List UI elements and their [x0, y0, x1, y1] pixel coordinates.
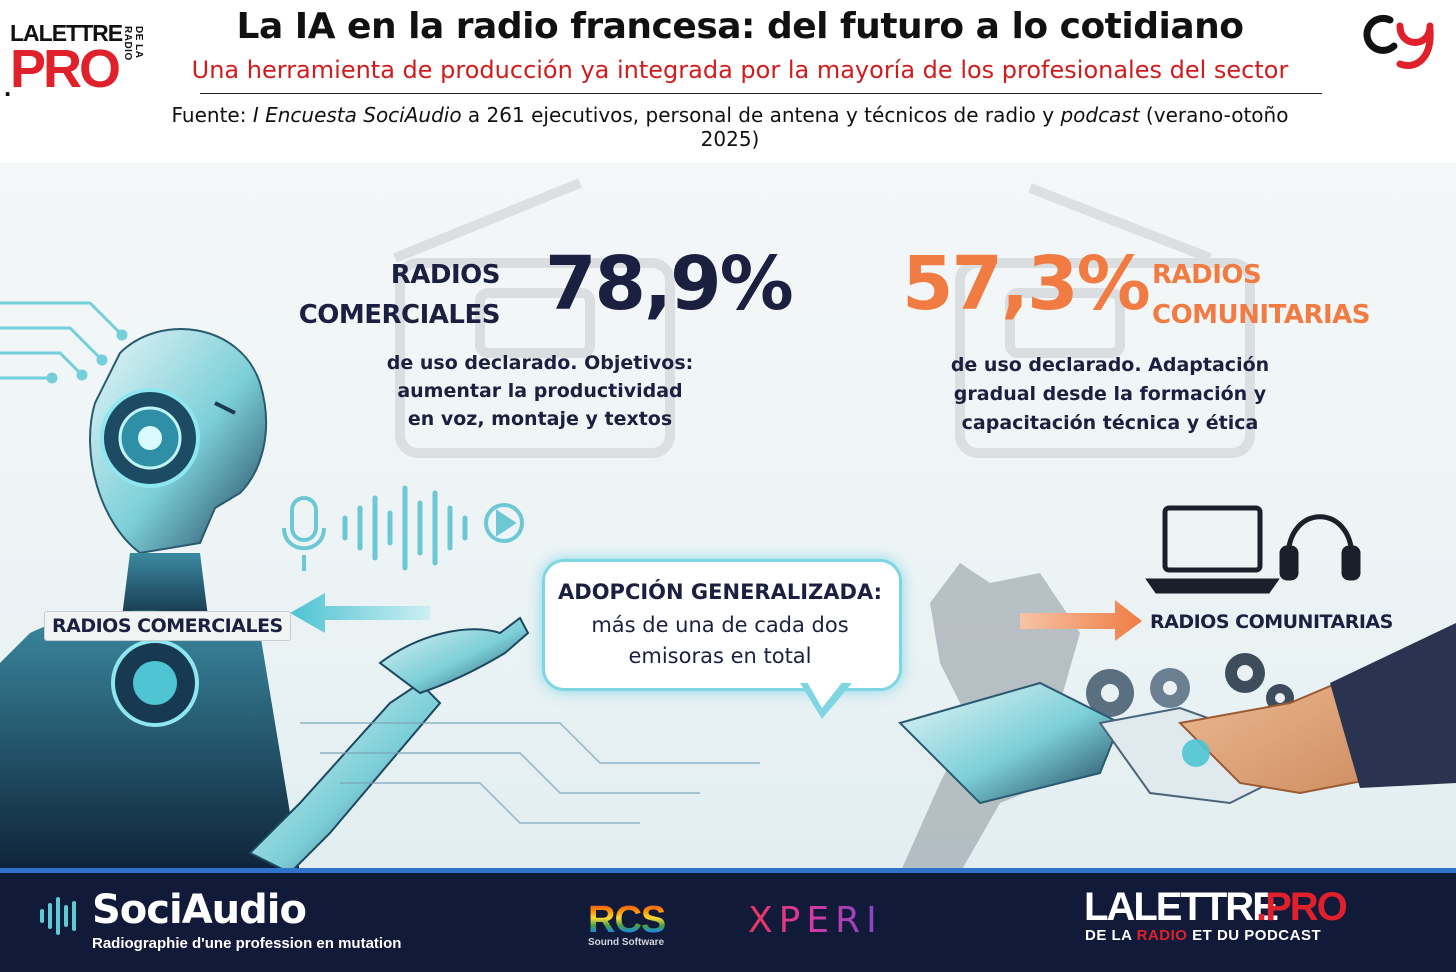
sociaudio-name: SociAudio — [92, 887, 307, 933]
logo-side-text: DE LA RADIO — [122, 26, 144, 61]
community-percentage: 57,3% — [902, 241, 1151, 327]
community-heading-line1: RADIOS — [1152, 260, 1262, 290]
source-prefix: Fuente: — [171, 103, 253, 127]
bubble-line1: más de una de cada dos — [591, 613, 849, 637]
handshake-illustration — [898, 623, 1456, 805]
bubble-tail-inner — [806, 680, 844, 708]
community-description: de uso declarado. Adaptación gradual des… — [945, 351, 1275, 438]
commercial-desc-line3: en voz, montaje y textos — [407, 408, 673, 430]
adoption-bubble — [542, 559, 902, 691]
page-subtitle: Una herramienta de producción ya integra… — [191, 56, 1289, 84]
source-suffix: (verano-otoño 2025) — [700, 103, 1289, 151]
circuit-lines — [0, 301, 128, 384]
source-podcast: podcast — [1060, 103, 1140, 127]
illustration-panel: RADIOS COMERCIALES 78,9% de uso declarad… — [0, 163, 1456, 873]
panel-artwork — [0, 178, 1456, 873]
commercial-percentage: 78,9% — [545, 241, 794, 327]
sociaudio-wave-icon — [40, 897, 76, 935]
lalettre-pro-logo: LALETTRE PRO . DE LA RADIO — [4, 12, 144, 102]
logo-line1: LALETTRE — [10, 20, 123, 46]
rcs-logo: RCS — [588, 899, 666, 941]
page-title: La IA en la radio francesa: del futuro a… — [236, 6, 1245, 47]
label-radios-comerciales: RADIOS COMERCIALES — [44, 611, 291, 641]
commercial-description: de uso declarado. Objetivos: aumentar la… — [380, 349, 700, 433]
commercial-desc-line1: de uso declarado. Objetivos: — [386, 352, 694, 374]
headphones-icon — [1279, 514, 1361, 581]
radio-outline-icon — [393, 178, 1255, 458]
ll-sub-1: DE LA — [1085, 927, 1137, 944]
lalettre-footer-pro: .PRO — [1256, 885, 1348, 929]
ll-sub-3: ET DU PODCAST — [1187, 927, 1322, 944]
label-radios-comunitarias: RADIOS COMUNITARIAS — [1150, 611, 1393, 633]
header-divider — [200, 93, 1322, 94]
microphone-icon — [282, 496, 326, 571]
lalettre-footer-subtitle: DE LA RADIO ET DU PODCAST — [1085, 927, 1321, 944]
source-mid: a 261 ejecutivos, personal de antena y t… — [461, 103, 1061, 127]
commercial-desc-line2: aumentar la productividad — [397, 380, 683, 402]
left-arrow-icon — [290, 593, 430, 633]
play-icon — [484, 503, 524, 543]
community-heading-line2: COMUNITARIAS — [1152, 300, 1370, 330]
footer-bar: SociAudio Radiographie d'une profession … — [0, 868, 1456, 972]
commercial-heading: RADIOS COMERCIALES — [250, 255, 501, 335]
soundwave-icon — [342, 485, 468, 571]
community-desc-line3: capacitación técnica y ética — [961, 412, 1259, 434]
sociaudio-tagline: Radiographie d'une profession en mutatio… — [92, 935, 402, 952]
community-desc-line2: gradual desde la formación y — [953, 383, 1267, 405]
source-line: Fuente: I Encuesta SociAudio a 261 ejecu… — [150, 103, 1310, 151]
ll-sub-2: RADIO — [1136, 927, 1188, 944]
logo-line2: PRO — [10, 39, 121, 99]
rcs-subtitle: Sound Software — [588, 937, 665, 948]
gears-icon — [1086, 653, 1294, 717]
xperi-logo: XPERI — [748, 900, 883, 941]
lalettre-footer-name: LALETTRE — [1084, 885, 1279, 929]
bubble-line2: emisoras en total — [628, 644, 812, 668]
logo-dot: . — [4, 72, 12, 102]
community-desc-line1: de uso declarado. Adaptación — [950, 354, 1270, 376]
brand-logo-icon — [1363, 14, 1434, 69]
laptop-icon — [1145, 505, 1280, 594]
bubble-heading: ADOPCIÓN GENERALIZADA: — [558, 580, 882, 604]
community-heading: RADIOS COMUNITARIAS — [1152, 255, 1442, 335]
header: LALETTRE PRO . DE LA RADIO La IA en la r… — [0, 0, 1456, 160]
commercial-heading-line2: COMERCIALES — [298, 300, 501, 330]
source-survey: I Encuesta SociAudio — [252, 103, 462, 127]
commercial-heading-line1: RADIOS — [390, 260, 501, 290]
right-arrow-icon — [1020, 600, 1142, 641]
